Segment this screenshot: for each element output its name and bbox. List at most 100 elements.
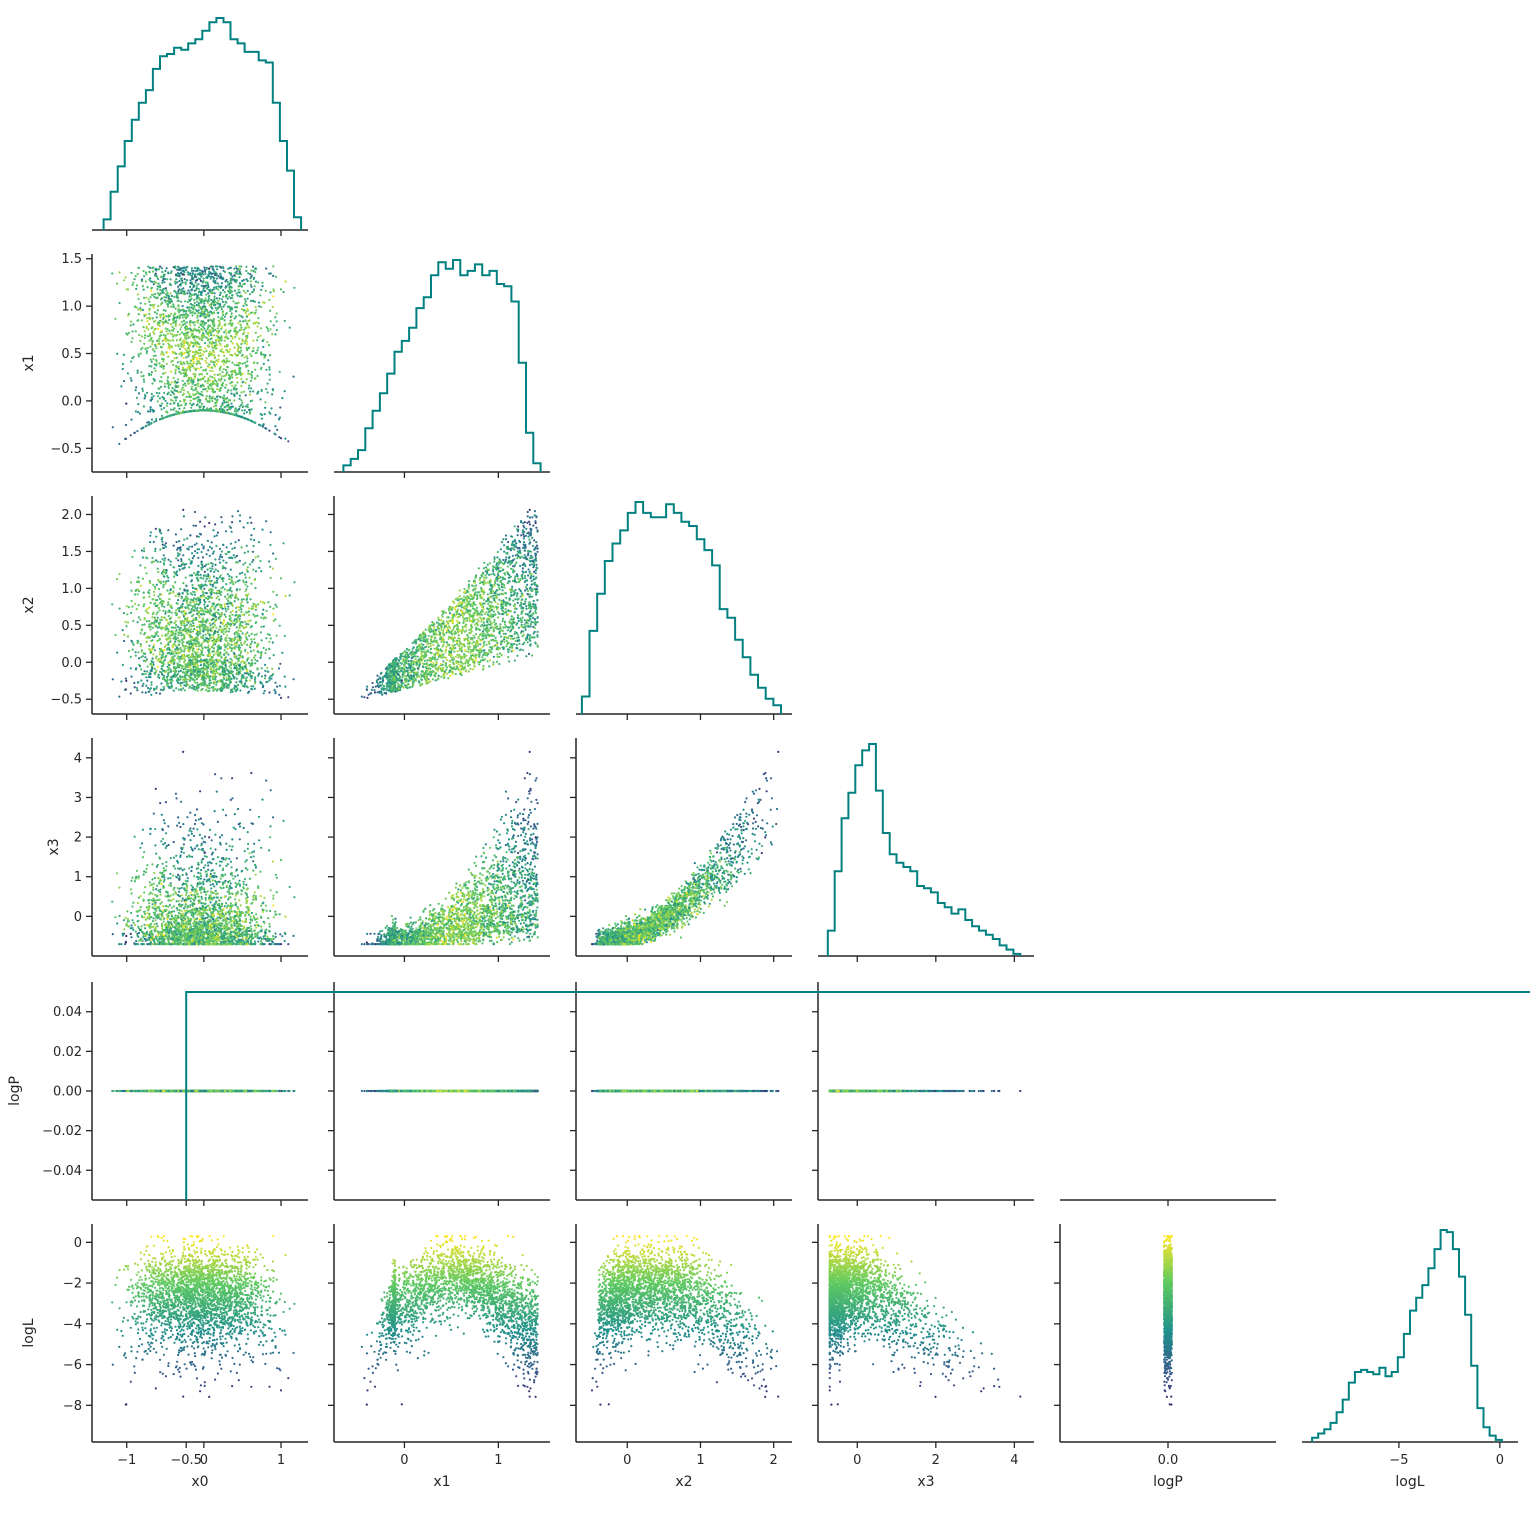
scatter-point — [262, 346, 264, 348]
scatter-point — [199, 406, 201, 408]
scatter-point — [262, 613, 264, 615]
scatter-point — [152, 653, 154, 655]
scatter-point — [267, 671, 269, 673]
scatter-point — [161, 381, 163, 383]
scatter-point — [193, 373, 195, 375]
scatter-point — [226, 626, 228, 628]
scatter-point — [215, 307, 217, 309]
scatter-point — [165, 580, 167, 582]
scatter-point — [192, 557, 194, 559]
scatter-point — [266, 341, 268, 343]
scatter-point — [154, 588, 156, 590]
scatter-point — [249, 411, 251, 413]
scatter-point — [273, 689, 275, 691]
scatter-point — [239, 573, 241, 575]
scatter-point — [192, 381, 194, 383]
scatter-point — [139, 619, 141, 621]
scatter-point — [245, 338, 247, 340]
scatter-point — [207, 283, 209, 285]
scatter-point — [153, 283, 155, 285]
scatter-point — [178, 670, 180, 672]
scatter-point — [217, 570, 219, 572]
scatter-point — [254, 662, 256, 664]
scatter-point — [250, 650, 252, 652]
scatter-point — [145, 692, 147, 694]
scatter-point — [177, 344, 179, 346]
scatter-point — [215, 359, 217, 361]
scatter-point — [246, 343, 248, 345]
scatter-point — [194, 354, 196, 356]
scatter-point — [193, 361, 195, 363]
scatter-point — [201, 270, 203, 272]
scatter-point — [194, 377, 196, 379]
scatter-point — [164, 544, 166, 546]
y-tick-label: 0.5 — [61, 619, 82, 634]
scatter-point — [206, 310, 208, 312]
scatter-point — [247, 566, 249, 568]
scatter-point — [201, 336, 203, 338]
scatter-point — [241, 391, 243, 393]
scatter-point — [173, 290, 175, 292]
scatter-point — [153, 304, 155, 306]
scatter-point — [238, 408, 240, 410]
scatter-point — [179, 400, 181, 402]
scatter-point — [230, 282, 232, 284]
scatter-point — [203, 409, 205, 411]
scatter-point — [258, 673, 260, 675]
scatter-point — [170, 561, 172, 563]
scatter-point — [254, 285, 256, 287]
scatter-point — [223, 625, 225, 627]
scatter-point — [204, 639, 206, 641]
scatter-point — [207, 632, 209, 634]
scatter-point — [203, 287, 205, 289]
scatter-point — [206, 357, 208, 359]
scatter-point — [176, 657, 178, 659]
scatter-point — [123, 354, 125, 356]
scatter-point — [195, 600, 197, 602]
scatter-point — [146, 352, 148, 354]
scatter-point — [174, 281, 176, 283]
scatter-point — [132, 330, 134, 332]
scatter-point — [281, 397, 283, 399]
scatter-point — [216, 268, 218, 270]
scatter-point — [203, 376, 205, 378]
scatter-point — [161, 415, 163, 417]
scatter-point — [276, 429, 278, 431]
scatter-point — [200, 661, 202, 663]
scatter-point — [213, 636, 215, 638]
scatter-point — [254, 271, 256, 273]
scatter-point — [191, 584, 193, 586]
scatter-point — [219, 659, 221, 661]
scatter-point — [128, 650, 130, 652]
scatter-point — [189, 534, 191, 536]
y-axis-label: x1 — [21, 354, 37, 371]
scatter-point — [213, 575, 215, 577]
scatter-point — [217, 636, 219, 638]
scatter-point — [225, 562, 227, 564]
scatter-point — [195, 369, 197, 371]
scatter-point — [187, 347, 189, 349]
scatter-point — [211, 337, 213, 339]
scatter-point — [232, 581, 234, 583]
scatter-point — [180, 326, 182, 328]
scatter-point — [223, 368, 225, 370]
scatter-point — [224, 375, 226, 377]
scatter-point — [212, 327, 214, 329]
scatter-point — [230, 569, 232, 571]
scatter-point — [182, 410, 184, 412]
scatter-point — [204, 606, 206, 608]
scatter-point — [163, 686, 165, 688]
scatter-point — [148, 271, 150, 273]
scatter-point — [182, 671, 184, 673]
scatter-point — [180, 685, 182, 687]
scatter-point — [258, 567, 260, 569]
scatter-point — [199, 393, 201, 395]
scatter-point — [202, 630, 204, 632]
scatter-point — [190, 310, 192, 312]
scatter-point — [233, 330, 235, 332]
scatter-point — [181, 351, 183, 353]
scatter-point — [170, 671, 172, 673]
scatter-point — [222, 669, 224, 671]
scatter-point — [239, 395, 241, 397]
scatter-point — [136, 430, 138, 432]
